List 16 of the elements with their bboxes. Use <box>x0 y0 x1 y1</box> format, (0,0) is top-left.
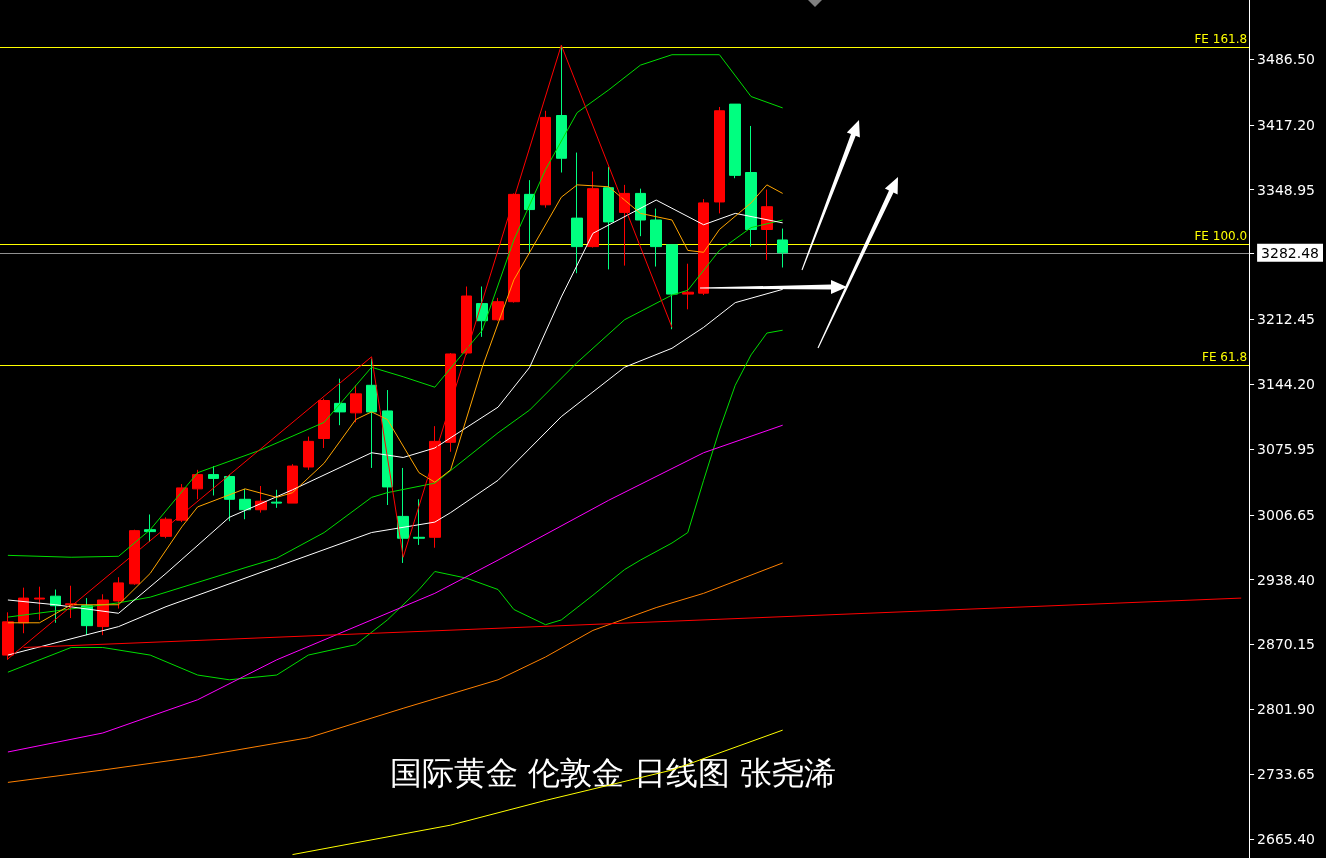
y-tick-label: 3212.45 <box>1257 311 1316 328</box>
y-tick-label: 2733.65 <box>1257 766 1316 783</box>
y-tick-label: 3144.20 <box>1257 376 1316 393</box>
y-tick-label: 3348.95 <box>1257 181 1316 198</box>
y-tick-label: 3006.65 <box>1257 506 1316 523</box>
y-tick-label: 2665.40 <box>1257 831 1316 847</box>
ref-line-label: FE 100.0 <box>1194 228 1248 243</box>
ref-line-label: FE 161.8 <box>1194 32 1248 47</box>
y-tick-label: 3417.20 <box>1257 116 1316 133</box>
y-tick-label: 2938.40 <box>1257 571 1316 588</box>
y-tick-label: 3282.48 <box>1261 244 1320 261</box>
ref-line-label: FE 61.8 <box>1202 350 1248 365</box>
y-tick-label: 3486.50 <box>1257 50 1316 67</box>
y-tick-label: 2801.90 <box>1257 701 1316 718</box>
y-tick-label: 2870.15 <box>1257 636 1316 653</box>
y-tick-label: 3075.95 <box>1257 441 1316 457</box>
